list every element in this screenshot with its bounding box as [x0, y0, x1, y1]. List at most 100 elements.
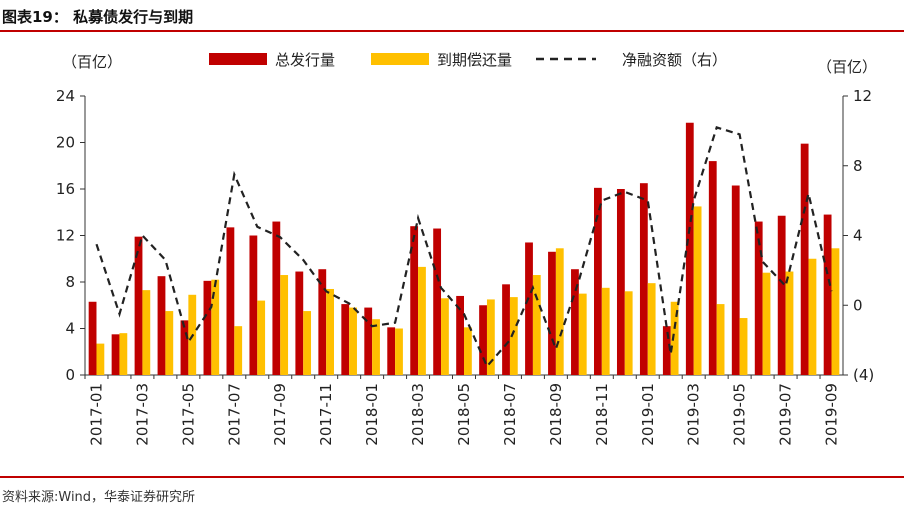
legend-issuance-label: 总发行量: [275, 51, 335, 69]
x-tick-label: 2017-01: [87, 383, 105, 446]
bar-repayment: [349, 307, 357, 375]
bar-repayment: [762, 272, 771, 375]
bar-issuance: [295, 271, 304, 375]
bar-issuance: [479, 305, 487, 375]
bar-repayment: [716, 304, 725, 375]
bar-issuance: [525, 242, 533, 375]
x-tick-label: 2018-01: [363, 383, 381, 446]
bar-issuance: [249, 235, 258, 375]
left-tick-label: 4: [65, 320, 75, 338]
bar-repayment: [739, 318, 748, 375]
bar-issuance: [111, 334, 120, 375]
bar-issuance: [456, 295, 464, 375]
right-tick-label: 4: [853, 227, 863, 245]
x-tick-label: 2018-05: [455, 383, 473, 446]
bar-repayment: [670, 301, 679, 375]
left-axis-unit: （百亿）: [62, 53, 122, 71]
bar-repayment: [303, 311, 312, 375]
bar-issuance: [731, 185, 740, 375]
x-tick-label: 2019-07: [777, 383, 795, 446]
legend-repayment-swatch: [371, 53, 429, 65]
x-tick-label: 2017-05: [179, 383, 197, 446]
bar-issuance: [800, 143, 809, 375]
bar-issuance: [157, 276, 166, 375]
net-financing-line: [95, 126, 833, 369]
x-tick-label: 2019-09: [823, 383, 841, 446]
bar-repayment: [418, 266, 426, 375]
right-tick-label: 12: [853, 87, 872, 105]
bar-issuance: [708, 161, 717, 375]
x-tick-label: 2017-09: [271, 383, 289, 446]
figure-header: 图表19： 私募债发行与到期: [0, 0, 904, 30]
left-tick-label: 8: [65, 273, 75, 291]
right-tick-label: 0: [853, 296, 863, 314]
legend-issuance: 总发行量: [209, 51, 335, 69]
bar-repayment: [165, 311, 174, 375]
bar-repayment: [257, 300, 266, 375]
bar-repayment: [578, 293, 587, 375]
right-tick-label: 8: [853, 157, 863, 175]
bar-issuance: [410, 226, 419, 375]
bar-repayment: [234, 326, 243, 375]
bar-repayment: [555, 248, 564, 375]
bar-repayment: [96, 343, 105, 375]
x-tick-label: 2019-05: [731, 383, 749, 446]
bar-repayment: [486, 299, 495, 375]
x-tick-label: 2017-07: [225, 383, 243, 446]
bar-issuance: [341, 304, 350, 375]
header-divider: [0, 30, 904, 32]
left-tick-label: 16: [56, 180, 75, 198]
bar-repayment: [831, 248, 840, 375]
bar-issuance: [272, 221, 281, 375]
bar-repayment: [142, 290, 151, 375]
left-tick-label: 0: [65, 366, 75, 384]
bar-repayment: [808, 258, 817, 375]
figure-title: 图表19： 私募债发行与到期: [2, 8, 194, 26]
legend-repayment-label: 到期偿还量: [437, 51, 512, 69]
bar-issuance: [685, 122, 694, 375]
right-tick-label: (4): [853, 366, 874, 384]
legend-net-financing-label: 净融资额（右）: [622, 51, 727, 69]
bar-repayment: [464, 327, 472, 375]
bar-issuance: [203, 280, 212, 375]
bar-repayment: [211, 279, 220, 375]
bar-issuance: [318, 269, 327, 375]
bar-repayment: [601, 287, 610, 375]
bar-issuance: [639, 183, 648, 375]
bar-repayment: [532, 275, 541, 375]
x-tick-label: 2018-07: [501, 383, 519, 446]
bar-issuance: [594, 187, 602, 375]
bar-issuance: [777, 215, 786, 375]
bar-repayment: [509, 297, 518, 375]
chart-bars: [88, 122, 840, 375]
x-tick-label: 2019-03: [685, 383, 703, 446]
bar-repayment: [441, 298, 449, 375]
bar-issuance: [502, 284, 510, 375]
x-tick-label: 2017-11: [317, 383, 335, 446]
chart-line: [95, 126, 833, 369]
left-tick-label: 12: [56, 227, 75, 245]
left-tick-label: 20: [56, 134, 75, 152]
bar-repayment: [624, 291, 633, 375]
chart: 0 4 8 12 16 20 24 (4) 0 4 8 12 （百亿） （百亿） 2017-01 2017-0…: [56, 51, 877, 446]
bar-repayment: [372, 319, 380, 375]
bar-repayment: [119, 333, 128, 375]
bar-issuance: [180, 320, 189, 375]
x-tick-label: 2018-09: [547, 383, 565, 446]
bar-issuance: [754, 221, 763, 375]
bar-issuance: [616, 189, 625, 375]
footer-divider: [0, 476, 904, 478]
bar-issuance: [433, 228, 442, 375]
chart-legend: 总发行量 到期偿还量 净融资额（右）: [209, 51, 727, 69]
chart-axes: 0 4 8 12 16 20 24 (4) 0 4 8 12 （百亿） （百亿） 2017-01 2017-0…: [56, 53, 877, 446]
x-tick-label: 2018-03: [409, 383, 427, 446]
x-tick-label: 2019-01: [639, 383, 657, 446]
x-tick-label: 2018-11: [593, 383, 611, 446]
source-note: 资料来源:Wind，华泰证券研究所: [2, 490, 196, 505]
bar-repayment: [326, 288, 334, 375]
right-axis-unit: （百亿）: [817, 58, 877, 76]
left-tick-label: 24: [56, 87, 75, 105]
bar-repayment: [280, 275, 289, 375]
bar-issuance: [548, 251, 556, 375]
bar-issuance: [364, 307, 373, 375]
